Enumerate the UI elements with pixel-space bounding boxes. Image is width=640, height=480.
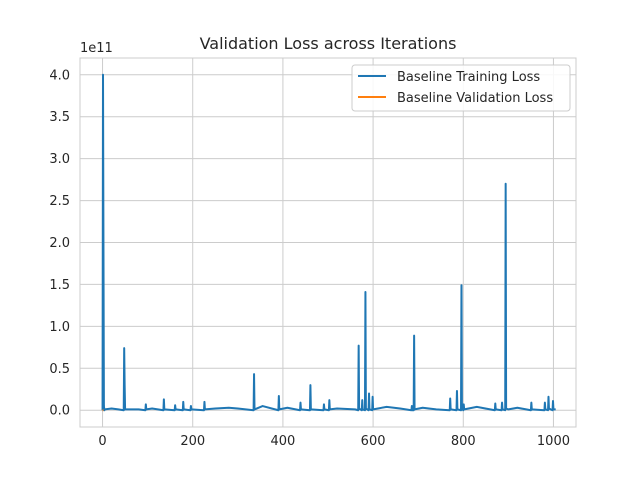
y-tick-label: 0.5 bbox=[49, 362, 70, 377]
y-tick-label: 1.5 bbox=[49, 278, 70, 293]
x-tick-label: 200 bbox=[180, 434, 205, 449]
y-tick-label: 2.0 bbox=[49, 236, 70, 251]
y-tick-labels: 0.0 0.5 1.0 1.5 2.0 2.5 3.0 3.5 4.0 bbox=[49, 68, 70, 418]
x-tick-label: 0 bbox=[98, 434, 106, 449]
x-tick-label: 800 bbox=[451, 434, 476, 449]
y-offset-label: 1e11 bbox=[80, 41, 113, 56]
x-tick-label: 600 bbox=[361, 434, 386, 449]
plot-frame bbox=[79, 57, 577, 428]
legend: Baseline Training Loss Baseline Validati… bbox=[351, 64, 571, 112]
y-tick-label: 4.0 bbox=[49, 68, 70, 83]
chart-title: Validation Loss across Iterations bbox=[200, 34, 457, 53]
x-tick-label: 400 bbox=[270, 434, 295, 449]
y-tick-label: 3.5 bbox=[49, 110, 70, 125]
series-line-training bbox=[101, 73, 556, 412]
y-tick-label: 3.0 bbox=[49, 152, 70, 167]
legend-label-training: Baseline Training Loss bbox=[397, 70, 540, 85]
x-tick-labels: 0 200 400 600 800 1000 bbox=[98, 434, 570, 449]
x-tick-label: 1000 bbox=[537, 434, 570, 449]
legend-frame bbox=[351, 64, 571, 112]
legend-label-validation: Baseline Validation Loss bbox=[397, 91, 553, 106]
y-tick-label: 1.0 bbox=[49, 320, 70, 335]
series-layer bbox=[101, 73, 556, 412]
y-tick-label: 2.5 bbox=[49, 194, 70, 209]
y-tick-label: 0.0 bbox=[49, 404, 70, 419]
